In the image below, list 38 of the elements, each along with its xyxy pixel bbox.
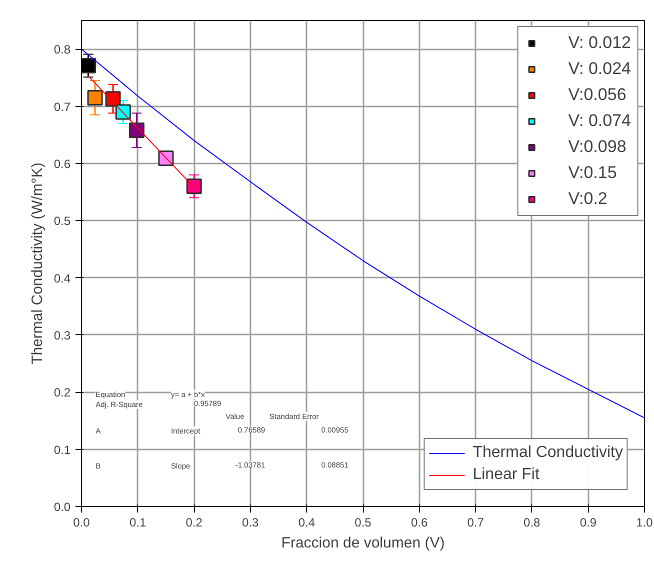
- legend-label: V:0.15: [568, 163, 617, 183]
- y-tick-label: 0.6: [54, 156, 71, 171]
- point: [158, 150, 174, 166]
- y-tick-label: 0.5: [54, 214, 71, 228]
- legend-label: V:0.056: [568, 85, 626, 105]
- x-tick-label: 0.4: [298, 516, 316, 530]
- point: [87, 90, 103, 106]
- x-tick-label: 0.3: [242, 516, 260, 530]
- point: [128, 122, 144, 138]
- point: [82, 58, 96, 74]
- x-tick-label: 0.2: [186, 516, 203, 530]
- x-tick-label: 0.9: [580, 516, 597, 530]
- legend-label: V: 0.024: [568, 59, 631, 79]
- x-tick-label: 0.7: [467, 516, 484, 530]
- legend-label: V:0.098: [568, 137, 626, 157]
- x-tick-label: 0.6: [410, 516, 428, 530]
- y-tick-label: 0.3: [54, 328, 71, 342]
- x-tick-label: 0.8: [524, 516, 541, 530]
- legend-label: V:0.2: [568, 189, 608, 209]
- y-tick-label: 0.1: [54, 442, 71, 457]
- legend-label: Thermal Conductivity: [472, 444, 623, 462]
- x-tick-label: 1.0: [636, 516, 654, 530]
- x-tick-label: 0.5: [354, 516, 372, 530]
- legend-label: V: 0.074: [568, 111, 631, 131]
- legend-label: Linear Fit: [472, 466, 540, 484]
- y-axis-title: Thermal Conductivity (W/m°K): [28, 162, 46, 364]
- y-tick-label: 0.4: [54, 271, 71, 286]
- x-tick-label: 0.0: [73, 516, 90, 530]
- point: [115, 104, 131, 120]
- line-series: [82, 48, 644, 418]
- y-tick-label: 0.2: [54, 386, 71, 400]
- x-axis-title: Fraccion de volumen (V): [281, 534, 445, 552]
- y-tick-label: 0.8: [54, 42, 71, 57]
- x-tick-label: 0.1: [129, 516, 146, 530]
- y-tick-label: 0.0: [54, 500, 71, 514]
- legend-label: V: 0.012: [568, 33, 631, 53]
- y-tick-label: 0.7: [54, 100, 71, 114]
- point: [186, 178, 202, 194]
